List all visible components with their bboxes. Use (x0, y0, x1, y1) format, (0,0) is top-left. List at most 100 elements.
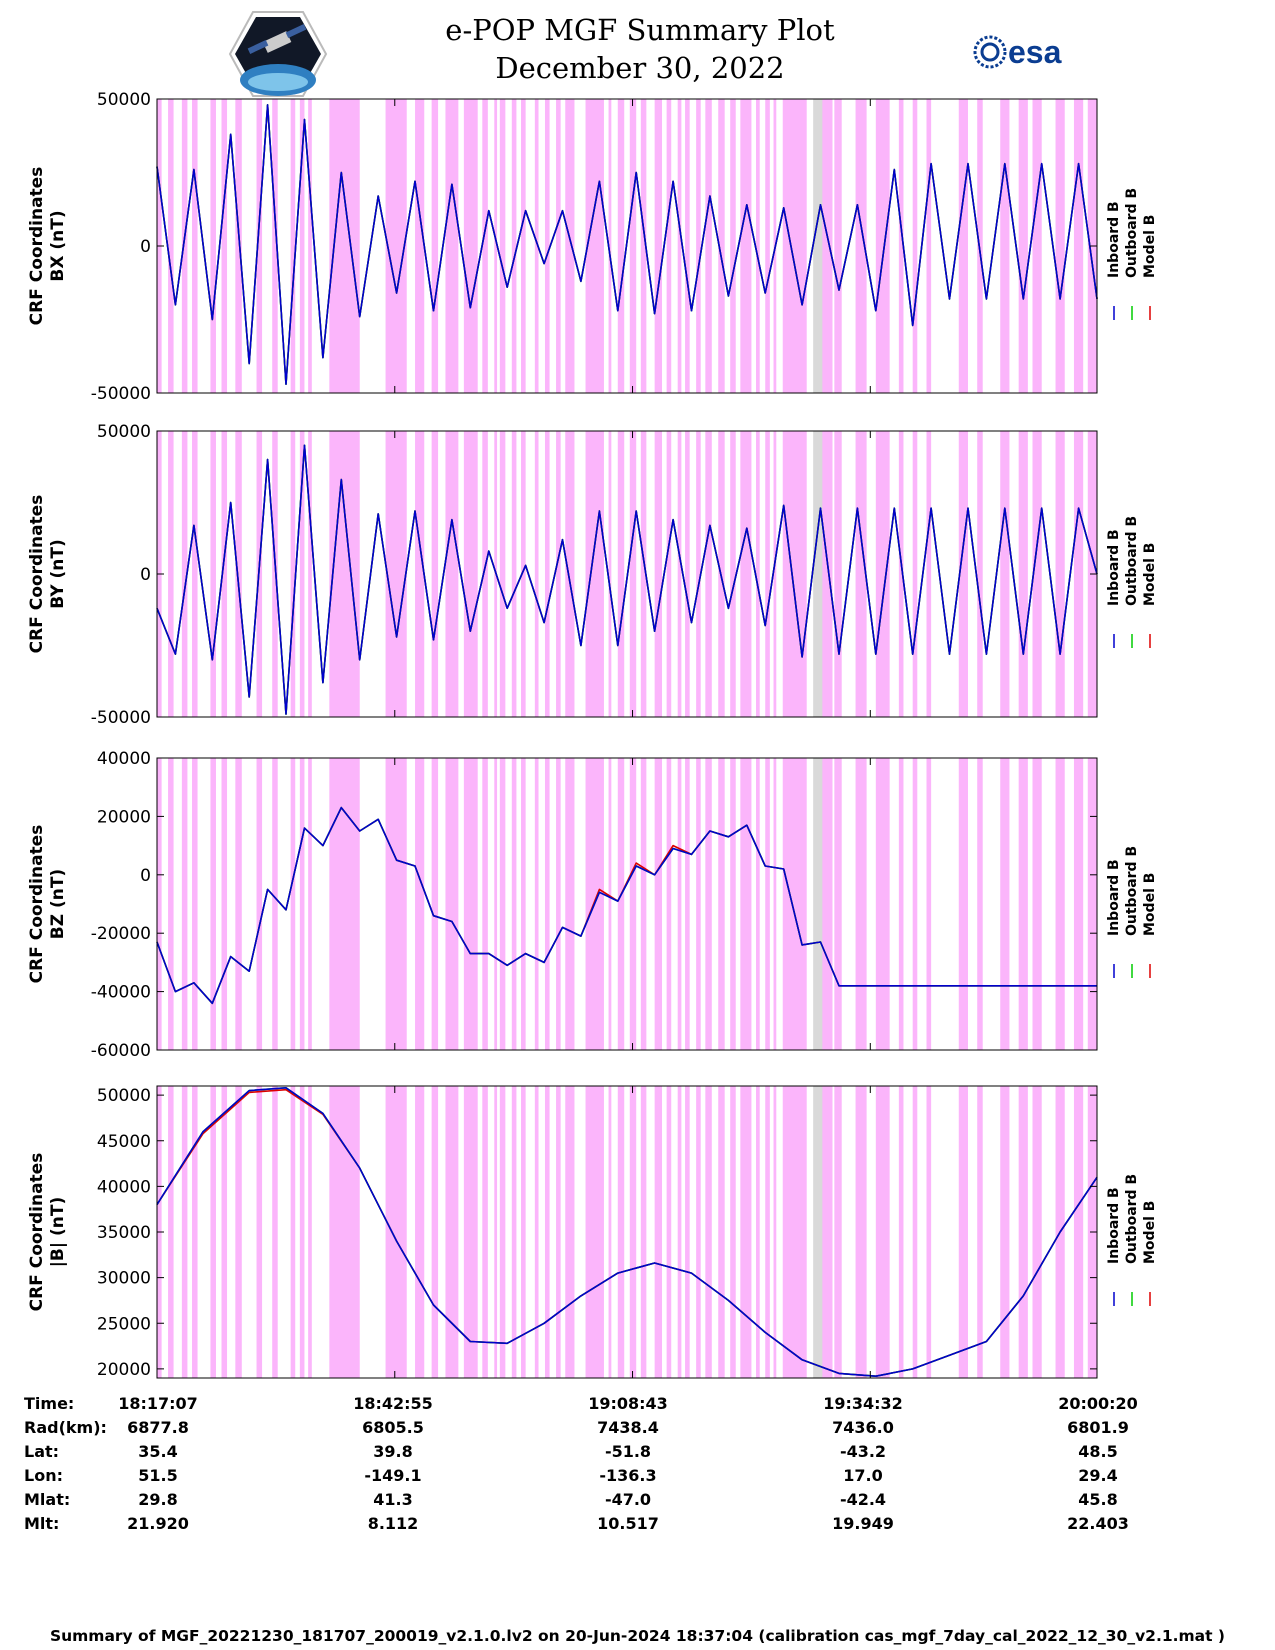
flag-bar-pink (181, 758, 188, 1050)
flag-bar-pink (1000, 758, 1010, 1050)
flag-bar-pink (192, 758, 198, 1050)
flag-bar-pink (463, 758, 478, 1050)
flag-bar-gray (813, 99, 823, 393)
y-axis-label: |B| (nT) (48, 1197, 68, 1268)
ephem-c0-lon: 51.5 (138, 1466, 178, 1485)
flag-bar-pink (290, 99, 296, 393)
flag-bar-pink (718, 99, 725, 393)
flag-bar-pink (385, 1086, 407, 1378)
flag-bar-pink (875, 1086, 890, 1378)
flag-bar-pink (521, 431, 526, 717)
ephem-label-lon: Lon: (24, 1466, 63, 1485)
y-tick-label: -20000 (91, 924, 151, 944)
flag-bar-pink (730, 1086, 736, 1378)
flag-bar-pink (565, 431, 575, 717)
flag-bar-pink (666, 431, 672, 717)
flag-bar-pink (1018, 431, 1028, 717)
flag-bar-pink (718, 758, 725, 1050)
y-tick-label: 45000 (97, 1132, 151, 1152)
flag-bar-pink (685, 758, 690, 1050)
flag-bar-pink (415, 99, 425, 393)
panel-frame (156, 1085, 1098, 1379)
flag-bar-pink (926, 431, 932, 717)
flag-bar-pink (256, 758, 263, 1050)
legend-label: Outboard B (1124, 846, 1140, 936)
flag-bar-pink (855, 758, 867, 1050)
flag-bar-pink (299, 431, 305, 717)
y-tick-label: 30000 (97, 1269, 151, 1289)
ephem-c1-lon: -149.1 (364, 1466, 422, 1485)
flag-bar-pink (308, 431, 312, 717)
flag-bar-pink (898, 1086, 904, 1378)
flag-bar-pink (958, 1086, 968, 1378)
y-tick-label: 0 (140, 866, 151, 886)
series-line-outboard-b (156, 806, 1097, 1005)
flag-bar-pink (617, 758, 625, 1050)
ephem-c0-mlat: 29.8 (138, 1490, 178, 1509)
flag-bar-pink (912, 1086, 918, 1378)
ephem-c4-rad: 6801.9 (1067, 1418, 1129, 1437)
flag-bar-pink (685, 1086, 690, 1378)
flag-bar-pink (640, 1086, 647, 1378)
flag-bar-pink (385, 758, 407, 1050)
flag-bar-pink (482, 431, 488, 717)
y-tick-label: 25000 (97, 1314, 151, 1334)
flag-bar-pink (654, 431, 663, 717)
flag-bar-pink (898, 99, 904, 393)
series-line-model-b (156, 1088, 1098, 1377)
flag-bar-pink (912, 758, 918, 1050)
flag-bar-pink (617, 99, 625, 393)
flag-bar-pink (329, 1086, 360, 1378)
flag-bar-pink (385, 431, 407, 717)
flag-bar-pink (431, 1086, 439, 1378)
flag-bar-pink (705, 431, 712, 717)
legend-label: Model B (1142, 543, 1158, 606)
flag-bar-pink (415, 431, 425, 717)
flag-bar-pink (608, 1086, 612, 1378)
flag-bar-pink (272, 431, 278, 717)
y-tick-label: 40000 (97, 749, 151, 769)
flag-bar-gray (813, 1086, 823, 1378)
flag-bar-pink (666, 1086, 672, 1378)
flag-bar-pink (740, 1086, 752, 1378)
flag-bar-pink (499, 99, 506, 393)
flag-bar-pink (565, 758, 575, 1050)
flag-bar-pink (290, 758, 296, 1050)
flag-bar-pink (617, 1086, 625, 1378)
flag-bar-pink (221, 1086, 228, 1378)
flag-bar-pink (912, 431, 918, 717)
flag-bar-pink (756, 1086, 760, 1378)
flag-bar-pink (685, 431, 690, 717)
flag-bar-pink (677, 1086, 682, 1378)
legend-label: Outboard B (1124, 1174, 1140, 1264)
flag-bar-pink (855, 1086, 867, 1378)
legend-label: Outboard B (1124, 516, 1140, 606)
panel-1: 50000 0 -50000 CRF Coordinates BX (nT) Inboar… (27, 90, 1158, 404)
flag-bar-pink (235, 758, 242, 1050)
flag-bar-pink (256, 1086, 263, 1378)
flag-bar-pink (696, 431, 701, 717)
flag-bar-pink (855, 431, 867, 717)
flag-bar-pink (463, 1086, 478, 1378)
y-tick-label: 20000 (97, 807, 151, 827)
flag-bar-pink (773, 431, 777, 717)
ephem-c0-lat: 35.4 (138, 1442, 178, 1461)
panel-frame (156, 757, 1098, 1051)
y-tick-label: 20000 (97, 1360, 151, 1380)
legend-label: Model B (1142, 873, 1158, 936)
cassiope-logo-icon (228, 11, 328, 97)
flag-bar-pink (168, 1086, 174, 1378)
flag-bar-pink (773, 1086, 777, 1378)
plot-date: December 30, 2022 (495, 51, 785, 85)
flag-bar-pink (494, 1086, 498, 1378)
flag-bar-pink (168, 758, 174, 1050)
flag-bar-pink (1055, 758, 1065, 1050)
flag-bar-pink (511, 1086, 517, 1378)
ephem-label-rad: Rad(km): (24, 1418, 107, 1437)
flag-bar-pink (299, 99, 305, 393)
ephem-c0-rad: 6877.8 (127, 1418, 189, 1437)
legend-label: Model B (1142, 1201, 1158, 1264)
flag-bar-pink (608, 99, 612, 393)
flag-bar-pink (756, 99, 760, 393)
flag-bar-pink (696, 99, 701, 393)
